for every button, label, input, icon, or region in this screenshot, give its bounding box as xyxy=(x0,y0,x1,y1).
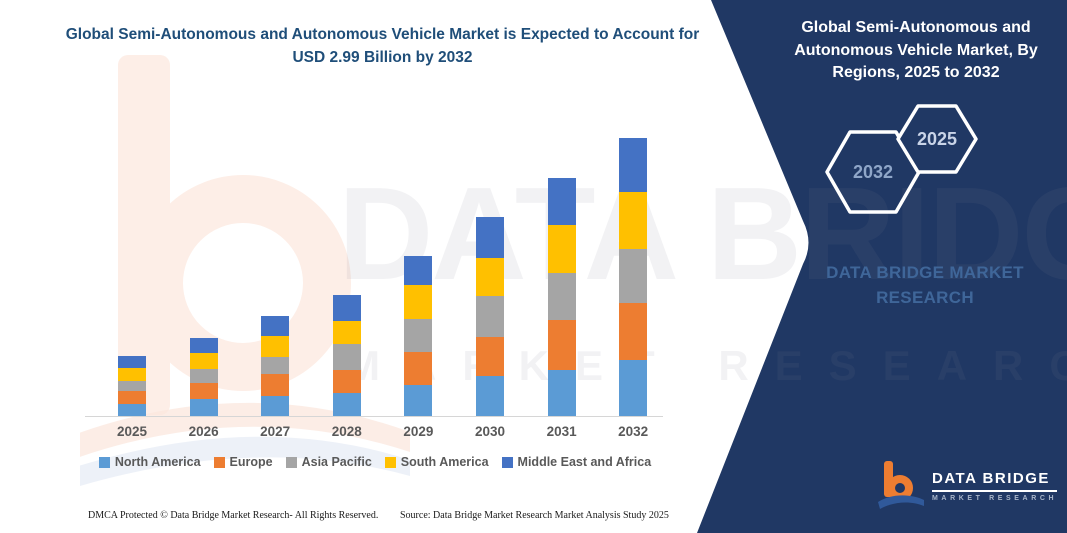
x-axis-line xyxy=(85,416,663,417)
legend-swatch-icon xyxy=(384,456,396,468)
segment-north-america xyxy=(332,392,361,416)
dbmr-logo-subtitle: MARKET RESEARCH xyxy=(932,495,1058,502)
segment-europe xyxy=(476,336,504,377)
segment-europe xyxy=(261,374,290,396)
x-tick-2028: 2028 xyxy=(331,424,362,439)
legend-swatch-icon xyxy=(501,456,513,468)
segment-south-america xyxy=(476,257,504,297)
segment-asia-pacific xyxy=(476,296,504,337)
segment-europe xyxy=(404,351,433,386)
brand-wordmark: DATA BRIDGE MARKET RESEARCH xyxy=(826,263,1024,307)
segment-middle-east-and-africa xyxy=(332,295,361,322)
segment-middle-east-and-africa xyxy=(547,177,576,226)
side-panel-title: Global Semi-Autonomous and Autonomous Ve… xyxy=(794,19,1038,82)
bar-2031 xyxy=(547,177,576,416)
segment-north-america xyxy=(619,360,648,416)
bar-2032 xyxy=(619,137,648,416)
legend-label: Asia Pacific xyxy=(301,455,372,469)
year-hexagons: 2032 2025 xyxy=(825,104,978,214)
segment-north-america xyxy=(189,399,218,416)
segment-south-america xyxy=(118,367,146,381)
segment-asia-pacific xyxy=(547,272,576,321)
legend-item-south-america: South America xyxy=(384,455,489,469)
segment-north-america xyxy=(404,385,433,416)
bar-2028 xyxy=(332,295,361,416)
segment-europe xyxy=(619,303,648,361)
x-tick-2026: 2026 xyxy=(188,424,219,439)
hexagon-2025-label: 2025 xyxy=(917,129,957,149)
legend-item-asia-pacific: Asia Pacific xyxy=(285,455,372,469)
legend-label: Middle East and Africa xyxy=(517,455,652,469)
dbmr-logo-text: DATA BRIDGE MARKET RESEARCH xyxy=(932,470,1058,502)
dmca-notice: DMCA Protected © Data Bridge Market Rese… xyxy=(88,510,379,521)
segment-north-america xyxy=(118,403,146,416)
legend-swatch-icon xyxy=(285,456,297,468)
bar-2025 xyxy=(118,355,146,416)
segment-middle-east-and-africa xyxy=(118,355,146,368)
dbmr-logo-name: DATA BRIDGE xyxy=(932,470,1058,492)
legend-label: Europe xyxy=(229,455,273,469)
source-note: Source: Data Bridge Market Research Mark… xyxy=(400,510,669,521)
segment-south-america xyxy=(547,225,576,273)
legend-item-europe: Europe xyxy=(213,455,273,469)
segment-asia-pacific xyxy=(118,380,146,391)
segment-middle-east-and-africa xyxy=(619,137,648,192)
segment-middle-east-and-africa xyxy=(189,337,218,353)
legend-item-north-america: North America xyxy=(98,455,201,469)
dbmr-logo-mark-icon xyxy=(878,461,924,509)
x-tick-2032: 2032 xyxy=(618,424,649,439)
segment-north-america xyxy=(261,395,290,416)
segment-south-america xyxy=(261,336,290,357)
segment-europe xyxy=(118,390,146,404)
segment-north-america xyxy=(547,369,576,416)
segment-middle-east-and-africa xyxy=(404,256,433,285)
segment-middle-east-and-africa xyxy=(261,315,290,337)
legend-swatch-icon xyxy=(98,456,110,468)
segment-south-america xyxy=(404,284,433,320)
segment-south-america xyxy=(332,321,361,345)
segment-north-america xyxy=(476,376,504,416)
legend-item-middle-east-and-africa: Middle East and Africa xyxy=(501,455,652,469)
chart-title: Global Semi-Autonomous and Autonomous Ve… xyxy=(65,26,700,67)
legend-label: North America xyxy=(114,455,201,469)
bar-2029 xyxy=(404,256,433,416)
segment-asia-pacific xyxy=(261,356,290,375)
hexagon-2025 xyxy=(896,104,978,174)
x-tick-2029: 2029 xyxy=(403,424,434,439)
segment-asia-pacific xyxy=(332,344,361,370)
segment-asia-pacific xyxy=(189,368,218,383)
bar-2026 xyxy=(189,337,218,416)
x-tick-2030: 2030 xyxy=(474,424,506,439)
bar-2027 xyxy=(261,315,290,416)
segment-asia-pacific xyxy=(404,319,433,352)
segment-middle-east-and-africa xyxy=(476,217,504,258)
x-tick-2031: 2031 xyxy=(546,424,577,439)
segment-europe xyxy=(332,369,361,393)
segment-south-america xyxy=(189,352,218,369)
bar-2030 xyxy=(476,217,504,416)
x-tick-2025: 2025 xyxy=(116,424,148,439)
segment-south-america xyxy=(619,191,648,249)
segment-asia-pacific xyxy=(619,248,648,304)
chart-legend: North America Europe Asia Pacific South Ame… xyxy=(75,455,675,469)
segment-europe xyxy=(189,382,218,400)
segment-europe xyxy=(547,320,576,370)
hexagon-2032-label: 2032 xyxy=(853,162,893,182)
legend-swatch-icon xyxy=(213,456,225,468)
x-tick-2027: 2027 xyxy=(260,424,291,439)
dbmr-logo: DATA BRIDGE MARKET RESEARCH xyxy=(878,461,1058,511)
legend-label: South America xyxy=(400,455,489,469)
